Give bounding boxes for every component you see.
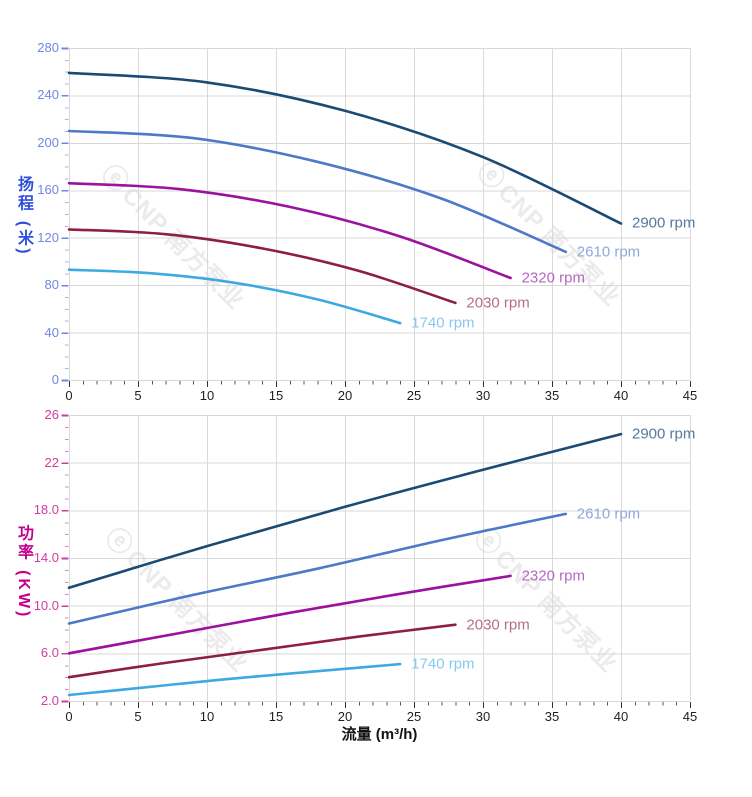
x-tick-label: 40 xyxy=(613,388,629,403)
curve-label-2900-rpm: 2900 rpm xyxy=(632,214,696,232)
curve-2610-rpm xyxy=(67,512,568,625)
y-tick-label: 200 xyxy=(37,134,59,150)
y-tick-label: 40 xyxy=(44,324,59,340)
x-tick-label: 25 xyxy=(406,388,422,403)
y-tick-label: 22 xyxy=(44,454,59,470)
y-tick-label: 10.0 xyxy=(33,597,59,613)
curve-label-2320-rpm: 2320 rpm xyxy=(521,567,585,585)
y-tick-label: 160 xyxy=(37,182,59,198)
y-tick-label: 6.0 xyxy=(40,645,59,661)
curve-2320-rpm xyxy=(67,181,512,280)
y-tick-label: 0 xyxy=(51,372,59,387)
x-tick-label: 30 xyxy=(475,388,491,403)
curve-label-2320-rpm: 2320 rpm xyxy=(521,269,585,287)
curve-label-2030-rpm: 2030 rpm xyxy=(466,616,530,634)
curve-1740-rpm xyxy=(67,268,402,325)
x-tick-label: 15 xyxy=(268,388,284,403)
curve-label-2610-rpm: 2610 rpm xyxy=(576,243,641,261)
x-tick-label: 25 xyxy=(406,709,422,724)
curve-1740-rpm xyxy=(67,662,402,697)
y-tick-label: 2.0 xyxy=(40,693,59,708)
power-axis-title: 功率 (KW) xyxy=(15,524,32,620)
curve-label-1740-rpm: 1740 rpm xyxy=(411,314,475,332)
y-tick-label: 26 xyxy=(44,407,59,422)
curve-2900-rpm xyxy=(67,432,623,590)
x-tick-label: 0 xyxy=(65,388,73,403)
y-tick-label: 280 xyxy=(37,40,59,55)
x-tick-label: 20 xyxy=(337,388,353,403)
x-tick-label: 0 xyxy=(65,709,73,724)
x-tick-label: 40 xyxy=(613,709,629,724)
x-tick-label: 35 xyxy=(544,388,560,403)
x-tick-label: 5 xyxy=(134,709,142,724)
x-tick-label: 15 xyxy=(268,709,284,724)
x-tick-label: 20 xyxy=(337,709,353,724)
curve-2030-rpm xyxy=(67,623,457,679)
curve-label-2610-rpm: 2610 rpm xyxy=(576,505,641,523)
curve-label-2900-rpm: 2900 rpm xyxy=(632,425,696,443)
x-tick-label: 10 xyxy=(199,709,215,724)
x-tick-label: 30 xyxy=(475,709,491,724)
y-tick-label: 14.0 xyxy=(33,550,59,565)
curve-label-2030-rpm: 2030 rpm xyxy=(466,294,530,312)
curve-2030-rpm xyxy=(67,228,457,305)
curve-2320-rpm xyxy=(67,574,512,655)
y-tick-label: 18.0 xyxy=(33,502,59,518)
x-tick-label: 10 xyxy=(199,388,215,403)
x-tick-label: 35 xyxy=(544,709,560,724)
y-tick-label: 120 xyxy=(37,229,59,245)
x-tick-label: 45 xyxy=(682,709,698,724)
head-axis-title: 扬程 (米) xyxy=(15,175,32,257)
x-tick-label: 45 xyxy=(682,388,698,403)
y-tick-label: 80 xyxy=(44,277,59,293)
curve-2610-rpm xyxy=(67,129,568,254)
x-tick-label: 5 xyxy=(134,388,142,403)
curve-label-1740-rpm: 1740 rpm xyxy=(411,655,475,673)
y-tick-label: 240 xyxy=(37,87,59,103)
curve-2900-rpm xyxy=(67,71,623,225)
flow-axis-title: 流量 (m³/h) xyxy=(341,726,418,743)
